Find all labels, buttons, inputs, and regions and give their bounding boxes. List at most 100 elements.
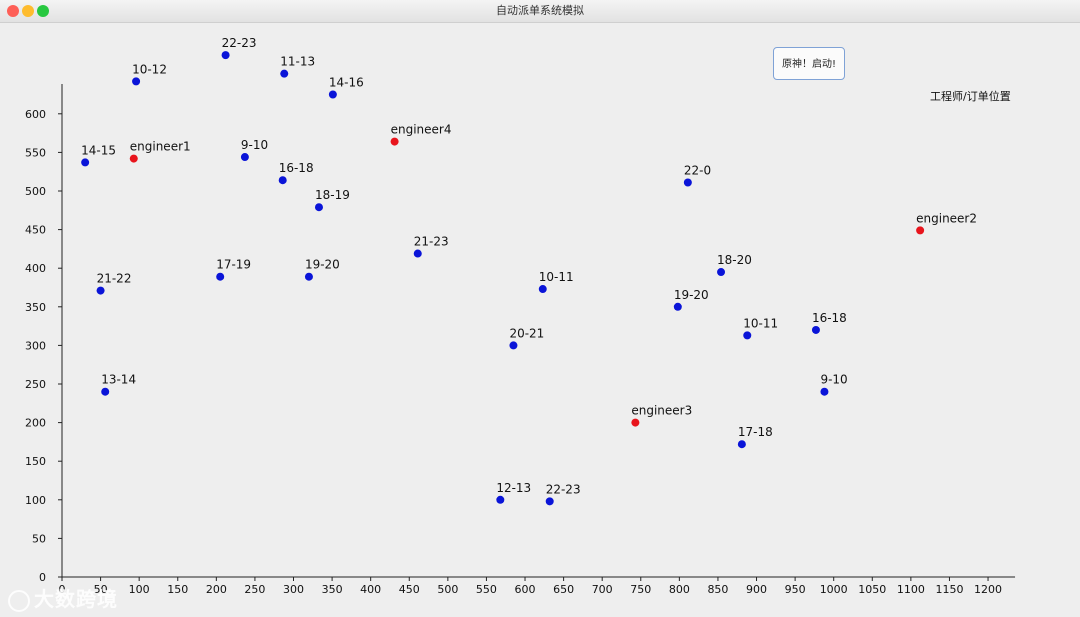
order-label: 13-14 (101, 373, 136, 387)
order-point (221, 51, 230, 60)
order-label: 20-21 (509, 326, 544, 340)
order-point (314, 203, 323, 212)
order-label: 9-10 (241, 138, 268, 152)
order-point (683, 178, 692, 187)
order-label: 11-13 (280, 55, 315, 69)
x-tick-label: 200 (206, 583, 227, 596)
order-label: 17-19 (216, 258, 251, 272)
order-point (278, 176, 287, 185)
x-tick-label: 800 (669, 583, 690, 596)
x-tick-label: 1050 (858, 583, 886, 596)
y-tick-label: 50 (32, 532, 46, 545)
engineer-point (129, 154, 138, 163)
order-label: 18-19 (315, 188, 350, 202)
y-tick-label: 550 (25, 146, 46, 159)
watermark-text: 大数跨境 (34, 587, 118, 611)
order-point (96, 286, 105, 295)
engineer-label: engineer1 (130, 140, 191, 154)
order-label: 18-20 (717, 253, 752, 267)
x-tick-label: 850 (707, 583, 728, 596)
order-label: 19-20 (674, 288, 709, 302)
order-label: 9-10 (820, 373, 847, 387)
order-label: 14-16 (329, 76, 364, 90)
order-label: 14-15 (81, 143, 116, 157)
order-point (101, 387, 110, 396)
x-tick-label: 100 (129, 583, 150, 596)
order-point (743, 331, 752, 340)
engineer-label: engineer4 (391, 123, 452, 137)
x-tick-label: 450 (399, 583, 420, 596)
engineer-point (631, 418, 640, 427)
order-point (132, 77, 141, 86)
order-point (509, 341, 518, 350)
x-tick-label: 50 (94, 583, 108, 596)
start-button[interactable]: 原神！启动! (773, 47, 845, 80)
engineer-label: engineer2 (916, 211, 977, 225)
x-tick-label: 950 (785, 583, 806, 596)
order-label: 21-23 (414, 235, 449, 249)
x-tick-label: 1200 (974, 583, 1002, 596)
engineer-label: engineer3 (631, 404, 692, 418)
order-point (304, 272, 313, 281)
order-point (240, 153, 249, 162)
x-tick-label: 700 (592, 583, 613, 596)
engineer-point (390, 137, 399, 146)
watermark-logo-icon (8, 589, 30, 612)
order-point (737, 440, 746, 449)
order-label: 19-20 (305, 258, 340, 272)
x-tick-label: 750 (630, 583, 651, 596)
x-tick-label: 400 (360, 583, 381, 596)
order-point (216, 272, 225, 281)
order-point (545, 497, 554, 506)
y-tick-label: 300 (25, 339, 46, 352)
y-tick-label: 500 (25, 185, 46, 198)
order-label: 17-18 (738, 425, 773, 439)
x-tick-label: 600 (515, 583, 536, 596)
order-point (81, 158, 90, 167)
y-tick-label: 450 (25, 224, 46, 237)
maximize-window-button[interactable] (37, 5, 49, 17)
order-label: 21-22 (97, 272, 132, 286)
x-tick-label: 550 (476, 583, 497, 596)
order-point (328, 90, 337, 99)
y-tick-label: 250 (25, 378, 46, 391)
x-tick-label: 1100 (897, 583, 925, 596)
x-tick-label: 250 (244, 583, 265, 596)
x-tick-label: 0 (59, 583, 66, 596)
order-label: 22-23 (222, 36, 257, 50)
x-tick-label: 900 (746, 583, 767, 596)
x-tick-label: 1000 (820, 583, 848, 596)
minimize-window-button[interactable] (22, 5, 34, 17)
order-point (413, 249, 422, 258)
order-label: 10-12 (132, 62, 167, 76)
order-label: 10-11 (743, 316, 778, 330)
x-tick-label: 500 (437, 583, 458, 596)
chart-title: 工程师/订单位置 (930, 90, 1011, 103)
y-tick-label: 150 (25, 455, 46, 468)
watermark: 大数跨境 (8, 583, 118, 612)
order-label: 10-11 (539, 270, 574, 284)
order-point (811, 325, 820, 334)
order-point (496, 495, 505, 504)
order-label: 12-13 (496, 481, 531, 495)
title-bar: 自动派单系统模拟 (0, 0, 1080, 23)
order-label: 22-0 (684, 164, 711, 178)
order-point (538, 285, 547, 294)
y-tick-label: 200 (25, 417, 46, 430)
order-label: 16-18 (279, 161, 314, 175)
y-tick-label: 350 (25, 301, 46, 314)
x-tick-label: 650 (553, 583, 574, 596)
close-window-button[interactable] (7, 5, 19, 17)
order-point (280, 69, 289, 78)
x-tick-label: 350 (322, 583, 343, 596)
order-point (820, 387, 829, 396)
y-tick-label: 100 (25, 494, 46, 507)
x-tick-label: 1150 (935, 583, 963, 596)
y-tick-label: 400 (25, 262, 46, 275)
x-tick-label: 300 (283, 583, 304, 596)
engineer-point (916, 226, 925, 235)
order-point (717, 268, 726, 277)
window-title: 自动派单系统模拟 (496, 4, 584, 17)
